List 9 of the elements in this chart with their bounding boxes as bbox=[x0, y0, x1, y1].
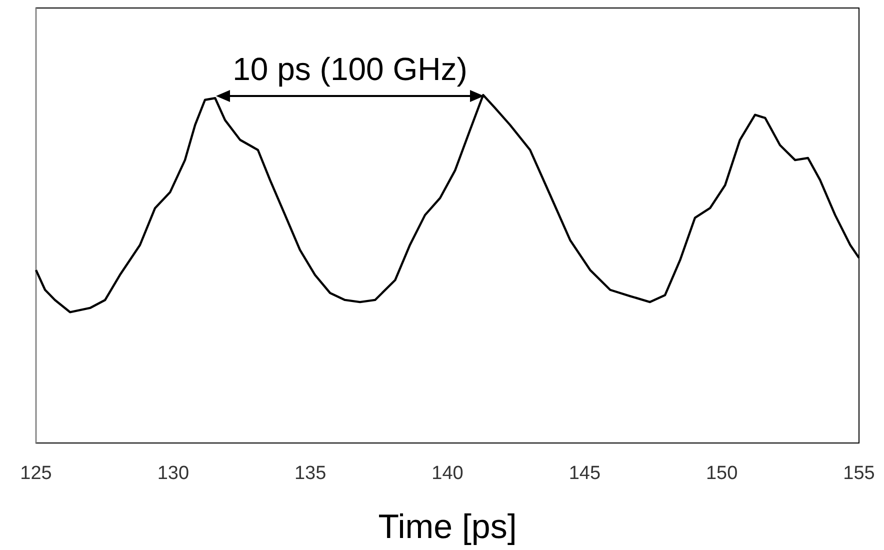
x-tick-label: 150 bbox=[706, 463, 738, 484]
x-tick-label: 130 bbox=[157, 463, 190, 484]
x-tick-label: 145 bbox=[568, 463, 601, 484]
text: 10 ps (100 GHz) bbox=[232, 51, 468, 87]
x-axis-title: Time [ps] bbox=[378, 508, 517, 546]
x-tick-label: 125 bbox=[20, 463, 52, 484]
x-tick-label: 135 bbox=[294, 463, 326, 484]
x-tick-label: 140 bbox=[432, 463, 464, 484]
x-tick-label: 155 bbox=[843, 463, 875, 484]
